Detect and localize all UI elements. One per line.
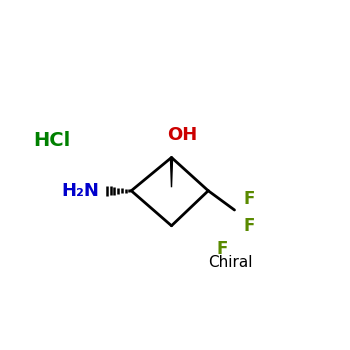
Text: H₂N: H₂N [62, 182, 100, 200]
Text: F: F [243, 217, 254, 235]
Polygon shape [170, 158, 173, 187]
Text: HCl: HCl [33, 131, 70, 149]
Text: F: F [243, 190, 254, 209]
Text: Chiral: Chiral [208, 255, 253, 270]
Text: OH: OH [167, 126, 197, 144]
Text: F: F [217, 239, 228, 258]
